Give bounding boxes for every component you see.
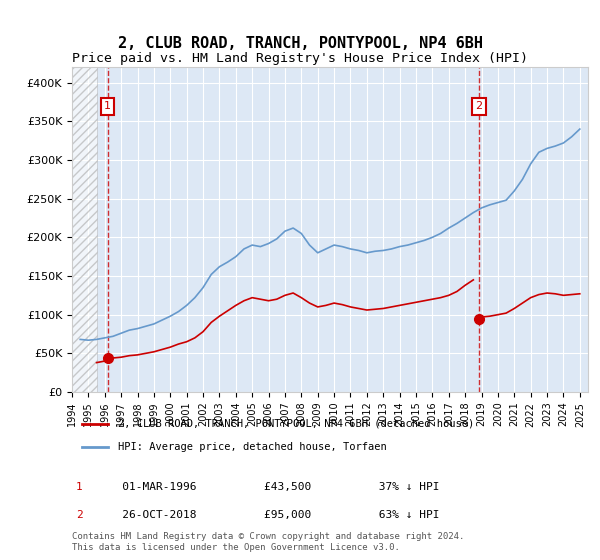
Text: 2: 2 xyxy=(76,510,83,520)
Text: 2, CLUB ROAD, TRANCH, PONTYPOOL, NP4 6BH (detached house): 2, CLUB ROAD, TRANCH, PONTYPOOL, NP4 6BH… xyxy=(118,419,475,429)
Text: 2: 2 xyxy=(475,101,482,111)
Text: 01-MAR-1996          £43,500          37% ↓ HPI: 01-MAR-1996 £43,500 37% ↓ HPI xyxy=(102,482,439,492)
Text: Contains HM Land Registry data © Crown copyright and database right 2024.
This d: Contains HM Land Registry data © Crown c… xyxy=(72,532,464,552)
Text: HPI: Average price, detached house, Torfaen: HPI: Average price, detached house, Torf… xyxy=(118,442,387,452)
Text: 26-OCT-2018          £95,000          63% ↓ HPI: 26-OCT-2018 £95,000 63% ↓ HPI xyxy=(102,510,439,520)
Text: 1: 1 xyxy=(104,101,111,111)
Text: Price paid vs. HM Land Registry's House Price Index (HPI): Price paid vs. HM Land Registry's House … xyxy=(72,52,528,64)
Text: 2, CLUB ROAD, TRANCH, PONTYPOOL, NP4 6BH: 2, CLUB ROAD, TRANCH, PONTYPOOL, NP4 6BH xyxy=(118,36,482,52)
Text: 1: 1 xyxy=(76,482,83,492)
